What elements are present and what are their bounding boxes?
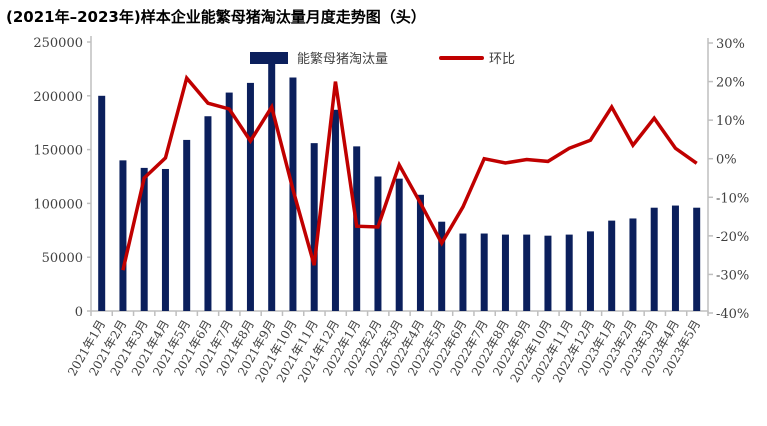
- left-tick-label: 200000: [33, 90, 83, 105]
- left-tick-label: 0: [75, 305, 83, 320]
- bar-2022年7月: [480, 233, 488, 311]
- bar-2022年6月: [459, 233, 467, 311]
- legend: 能繁母猪淘汰量 环比: [250, 51, 515, 67]
- right-tick-label: -20%: [716, 230, 749, 245]
- bar-2023年2月: [629, 218, 637, 311]
- bar-2022年3月: [395, 178, 403, 311]
- bar-2022年9月: [523, 234, 531, 311]
- left-tick-label: 150000: [33, 144, 83, 159]
- bar-2021年7月: [225, 92, 233, 312]
- bar-2022年2月: [374, 176, 382, 311]
- bar-2021年5月: [183, 139, 191, 311]
- bar-2022年10月: [544, 235, 552, 311]
- bar-2021年4月: [161, 168, 169, 311]
- bar-2023年1月: [608, 220, 616, 311]
- bar-2022年12月: [586, 231, 594, 311]
- right-tick-label: -10%: [716, 191, 749, 206]
- left-tick-label: 50000: [42, 251, 83, 266]
- bar-2022年11月: [565, 234, 573, 311]
- right-tick-label: 0%: [716, 153, 737, 168]
- right-tick-label: -40%: [716, 307, 749, 322]
- mom-change-line: [121, 74, 698, 271]
- left-tick-label: 250000: [33, 36, 83, 51]
- bar-2021年11月: [310, 143, 318, 311]
- left-tick-label: 100000: [33, 197, 83, 212]
- bar-2021年9月: [268, 58, 276, 311]
- legend-bar-swatch: [250, 52, 288, 64]
- bar-2023年3月: [650, 207, 658, 311]
- bar-2021年2月: [119, 160, 127, 311]
- bar-2023年4月: [671, 205, 679, 311]
- right-tick-label: -30%: [716, 268, 749, 283]
- right-tick-label: 30%: [716, 37, 745, 52]
- right-tick-label: 20%: [716, 76, 745, 91]
- chart-title: (2021年–2023年)样本企业能繁母猪淘汰量月度走势图（头）: [6, 8, 426, 26]
- legend-bar-label: 能繁母猪淘汰量: [297, 51, 388, 67]
- bar-2021年1月: [98, 95, 106, 311]
- bar-2021年8月: [246, 82, 254, 311]
- bar-2022年8月: [501, 234, 509, 311]
- bar-2022年1月: [353, 146, 361, 311]
- right-tick-label: 10%: [716, 114, 745, 129]
- legend-line-label: 环比: [489, 52, 515, 67]
- bar-2022年4月: [416, 194, 424, 311]
- bar-2021年12月: [331, 109, 339, 312]
- bar-2021年6月: [204, 116, 212, 311]
- bar-2021年3月: [140, 167, 148, 311]
- bar-2023年5月: [693, 207, 701, 311]
- bar-2022年5月: [438, 221, 446, 311]
